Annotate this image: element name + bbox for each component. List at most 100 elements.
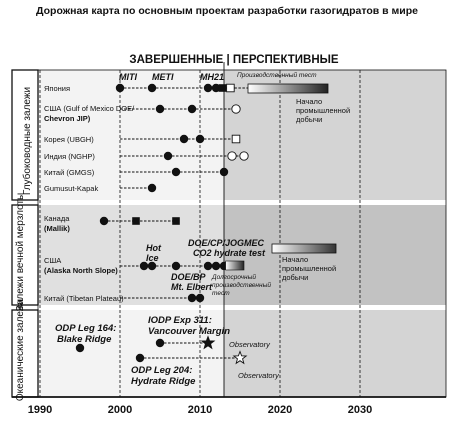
mark-row-0-0 — [115, 83, 125, 93]
production-start-bar-deep — [247, 83, 329, 94]
mark-row-8-1 — [195, 293, 205, 303]
mark-row-7-2 — [171, 261, 181, 271]
label-start-production-deep-1: Начало — [296, 97, 322, 106]
section-label-ocean: Океанические залежи — [15, 299, 26, 401]
row-label-6: Канада — [44, 214, 70, 223]
production-start-bar-perm — [271, 243, 337, 254]
label-start-production-deep-3: добычи — [296, 115, 322, 124]
chart-title: Дорожная карта по основным проектам разр… — [36, 5, 418, 17]
label-odp164-2: Blake Ridge — [57, 334, 112, 345]
mark-row-9-0 — [75, 343, 85, 353]
mark-row-7-1 — [147, 261, 157, 271]
mark-row-2-2 — [231, 134, 241, 144]
section-label-deep: Глубоководные залежи — [21, 87, 33, 195]
mark-row-3-1 — [227, 151, 237, 161]
label-mh21: MH21 — [200, 72, 224, 82]
x-tick-2000: 2000 — [108, 404, 132, 416]
band-ocean-past — [12, 310, 224, 397]
mark-row-6-0 — [99, 216, 109, 226]
section-box-perm — [11, 204, 39, 306]
label-hot-ice-2: Ice — [146, 253, 159, 263]
mark-row-7-0 — [139, 261, 149, 271]
mark-row-1-0 — [155, 104, 165, 114]
x-axis-ticks: 1990 2000 2010 2020 2030 — [28, 404, 372, 416]
label-doe-bp: DOE/BP — [171, 272, 207, 282]
band-perm-future — [224, 205, 446, 305]
x-tick-2020: 2020 — [268, 404, 292, 416]
label-observatory-1: Observatory — [229, 340, 271, 349]
x-tick-2010: 2010 — [188, 404, 212, 416]
svg-text:Залежи вечной мерзлоты: Залежи вечной мерзлоты — [15, 193, 26, 311]
label-start-production-perm-3: добычи — [282, 273, 308, 282]
row-label-2: Корея (UBGH) — [44, 135, 94, 144]
row-label2-6: (Mallik) — [44, 224, 70, 233]
mark-row-0-1 — [147, 83, 157, 93]
mark-row-1-1 — [187, 104, 197, 114]
mark-row-1-2 — [231, 104, 241, 114]
label-long-test-2: производственный — [212, 281, 271, 289]
section-bands — [11, 69, 447, 398]
label-start-production-deep-2: промышленной — [296, 106, 350, 115]
mark-row-6-1 — [132, 217, 140, 225]
mark-row-11-0 — [135, 353, 145, 363]
label-start-production-perm-1: Начало — [282, 255, 308, 264]
mark-row-3-0 — [163, 151, 173, 161]
label-doe-cp: DOE/CP/JOGMEC — [188, 238, 265, 248]
band-perm-past — [12, 205, 224, 305]
mark-row-4-0 — [171, 167, 181, 177]
mark-row-0-3 — [211, 83, 221, 93]
row-labels: Япония США (Gulf of Mexico DOE/Chevron JI… — [44, 84, 135, 303]
x-tick-1990: 1990 — [28, 404, 52, 416]
mark-row-7-3 — [203, 261, 213, 271]
label-hot-ice-1: Hot — [146, 243, 162, 253]
row-label2-1: Chevron JIP) — [44, 114, 91, 123]
row-label2-7: (Alaska North Slope) — [44, 266, 118, 275]
row-label-4: Китай (GMGS) — [44, 168, 95, 177]
label-start-production-perm-2: промышленной — [282, 264, 336, 273]
row-label-8: Китай (Tibetan Plateau) — [44, 294, 124, 303]
label-co2-test: CO2 hydrate test — [193, 248, 266, 258]
mark-row-0-4 — [218, 84, 227, 92]
row-label-5: Gumusut-Kapak — [44, 184, 98, 193]
mark-row-11-1 — [232, 350, 248, 365]
label-meti: METI — [152, 72, 174, 82]
label-long-test-3: тест — [212, 290, 230, 297]
row-label-7: США — [44, 256, 61, 265]
mark-row-0-2 — [203, 83, 213, 93]
label-odp204-1: ODP Leg 204: — [131, 365, 192, 376]
row-label-0: Япония — [44, 84, 70, 93]
mark-row-2-1 — [195, 134, 205, 144]
mark-row-10-1 — [200, 335, 216, 350]
label-observatory-2: Observatory — [238, 371, 280, 380]
row-label-3: Индия (NGHP) — [44, 152, 95, 161]
band-ocean-future — [224, 310, 446, 397]
mark-row-2-0 — [179, 134, 189, 144]
row-label-1: США (Gulf of Mexico DOE/ — [44, 104, 135, 113]
mark-row-5-0 — [147, 183, 157, 193]
label-long-test-1: Долгосрочный — [211, 273, 256, 281]
data-marks — [75, 83, 249, 365]
label-mt-elbert: Mt. Elbert — [171, 282, 213, 292]
mark-row-3-2 — [239, 151, 249, 161]
label-production-test: Производственный тест — [237, 71, 317, 79]
long-test-bar — [225, 260, 245, 271]
mark-row-8-0 — [187, 293, 197, 303]
label-iodp311-1: IODP Exp 311: — [148, 315, 212, 326]
mark-row-7-4 — [211, 261, 221, 271]
mark-row-6-2 — [172, 217, 180, 225]
label-odp204-2: Hydrate Ridge — [131, 376, 196, 387]
svg-text:Глубоководные залежи: Глубоководные залежи — [21, 87, 33, 195]
svg-text:Океанические залежи: Океанические залежи — [15, 299, 26, 401]
mark-row-10-0 — [155, 338, 165, 348]
section-label-perm: Залежи вечной мерзлоты — [15, 193, 26, 311]
section-box-deep — [11, 69, 39, 201]
mark-row-0-5 — [226, 83, 235, 93]
chart-header: ЗАВЕРШЕННЫЕ | ПЕРСПЕКТИВНЫЕ — [129, 54, 339, 66]
label-odp164-1: ODP Leg 164: — [55, 323, 116, 334]
label-iodp311-2: Vancouver Margin — [148, 326, 230, 337]
x-tick-2030: 2030 — [348, 404, 372, 416]
label-miti: MITI — [119, 72, 137, 82]
mark-row-4-1 — [219, 167, 229, 177]
